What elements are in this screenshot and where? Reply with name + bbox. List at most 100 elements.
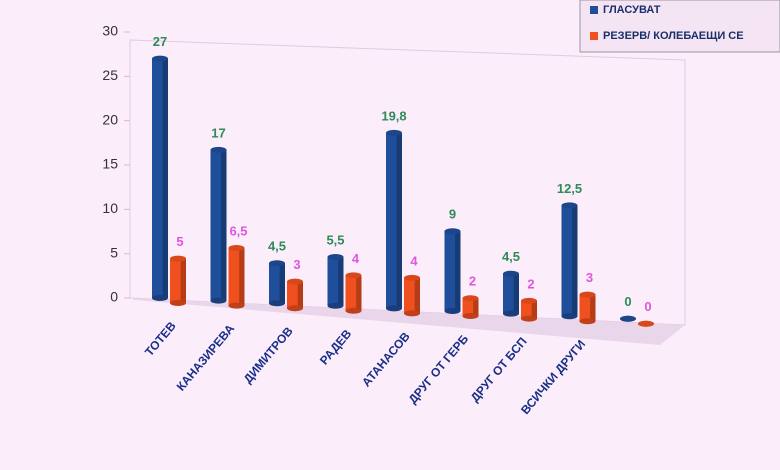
value-label: 2	[469, 274, 476, 289]
bar-top	[386, 129, 402, 136]
legend-label: РЕЗЕРВ/ КОЛЕБАЕЩИ СЕ	[603, 30, 744, 42]
bar-shade	[396, 132, 402, 309]
y-tick-label: 5	[110, 244, 118, 260]
bar-top	[620, 315, 636, 322]
bar	[462, 295, 479, 319]
bar	[269, 260, 285, 307]
bar-shade	[297, 281, 303, 309]
bar-bottom	[404, 310, 420, 317]
value-label: 4,5	[502, 249, 520, 264]
bar-top	[170, 255, 186, 262]
legend-swatch	[590, 6, 598, 14]
bar-top	[404, 274, 420, 281]
bar-bottom	[521, 315, 537, 322]
bar-top	[521, 297, 537, 304]
value-label: 3	[293, 257, 300, 272]
bar-shade	[180, 258, 186, 303]
bar-shade	[473, 298, 479, 316]
bar	[345, 272, 362, 314]
bar-shade	[572, 205, 578, 317]
bar	[170, 255, 186, 306]
bar-top	[269, 260, 285, 267]
value-label: 0	[624, 294, 631, 309]
bar	[638, 320, 654, 327]
bar	[152, 55, 168, 301]
bar-top	[462, 295, 479, 302]
bar-shade	[221, 149, 227, 301]
legend-label: ГЛАСУВАТ	[603, 4, 661, 16]
bar-shade	[590, 294, 596, 322]
y-tick-label: 25	[102, 67, 118, 83]
bar	[228, 244, 245, 309]
value-label: 9	[449, 207, 456, 222]
bar-shade	[414, 277, 420, 314]
bar-shade	[513, 273, 519, 314]
bar-bottom	[444, 308, 461, 314]
bar-shade	[531, 300, 537, 319]
bar	[327, 254, 344, 309]
value-label: 4	[352, 251, 360, 266]
bar-shade	[356, 275, 362, 311]
bar-bottom	[345, 307, 362, 314]
value-label: 5	[176, 234, 183, 249]
bar-shade	[455, 231, 461, 311]
y-tick-label: 0	[110, 289, 118, 305]
bar-shade	[162, 58, 168, 298]
bar-top	[579, 291, 596, 298]
y-tick-label: 15	[102, 156, 118, 172]
value-label: 6,5	[229, 223, 247, 238]
bar-bottom	[152, 295, 168, 301]
value-label: 12,5	[557, 181, 582, 196]
value-label: 17	[211, 125, 225, 140]
bar-bottom	[462, 313, 479, 319]
bar-top	[503, 270, 519, 277]
legend-box	[579, 0, 780, 53]
bar-bottom	[210, 297, 227, 304]
bar-top	[287, 278, 303, 285]
bar-shade	[239, 247, 245, 306]
bar-top	[345, 272, 362, 279]
bar	[620, 315, 636, 322]
bar-bottom	[579, 318, 596, 325]
bar	[444, 228, 461, 314]
bar-bottom	[503, 310, 519, 317]
value-label: 5,5	[326, 232, 344, 247]
bar	[579, 291, 596, 325]
bar-top	[561, 202, 578, 209]
value-label: 3	[586, 270, 593, 285]
bar	[386, 129, 402, 312]
legend-swatch	[590, 32, 598, 40]
bar-shade	[338, 257, 344, 306]
bar	[521, 297, 537, 322]
bar-top	[327, 254, 344, 261]
bar-shade	[279, 263, 285, 304]
bar-top	[444, 228, 461, 235]
bar	[287, 278, 303, 312]
bar-bottom	[287, 305, 303, 312]
value-label: 4,5	[268, 239, 286, 254]
value-label: 27	[153, 34, 167, 49]
bar	[404, 274, 420, 317]
value-label: 0	[644, 299, 651, 314]
bar-bottom	[327, 302, 344, 309]
bar-top	[152, 55, 168, 62]
bar-bottom	[228, 302, 245, 309]
bar-top	[638, 320, 654, 327]
value-label: 4	[410, 253, 418, 268]
bar-bottom	[170, 300, 186, 306]
bar-top	[228, 244, 245, 251]
bar	[503, 270, 519, 317]
floor	[130, 298, 685, 345]
bar-bottom	[269, 300, 285, 307]
y-tick-label: 30	[102, 23, 118, 39]
bar-top	[210, 146, 227, 153]
bar	[210, 146, 227, 304]
bar-bottom	[386, 305, 402, 312]
bar	[561, 202, 578, 320]
y-tick-label: 10	[102, 200, 118, 216]
y-tick-label: 20	[102, 111, 118, 127]
bar-bottom	[561, 313, 578, 320]
value-label: 2	[527, 276, 534, 291]
value-label: 19,8	[381, 108, 406, 123]
